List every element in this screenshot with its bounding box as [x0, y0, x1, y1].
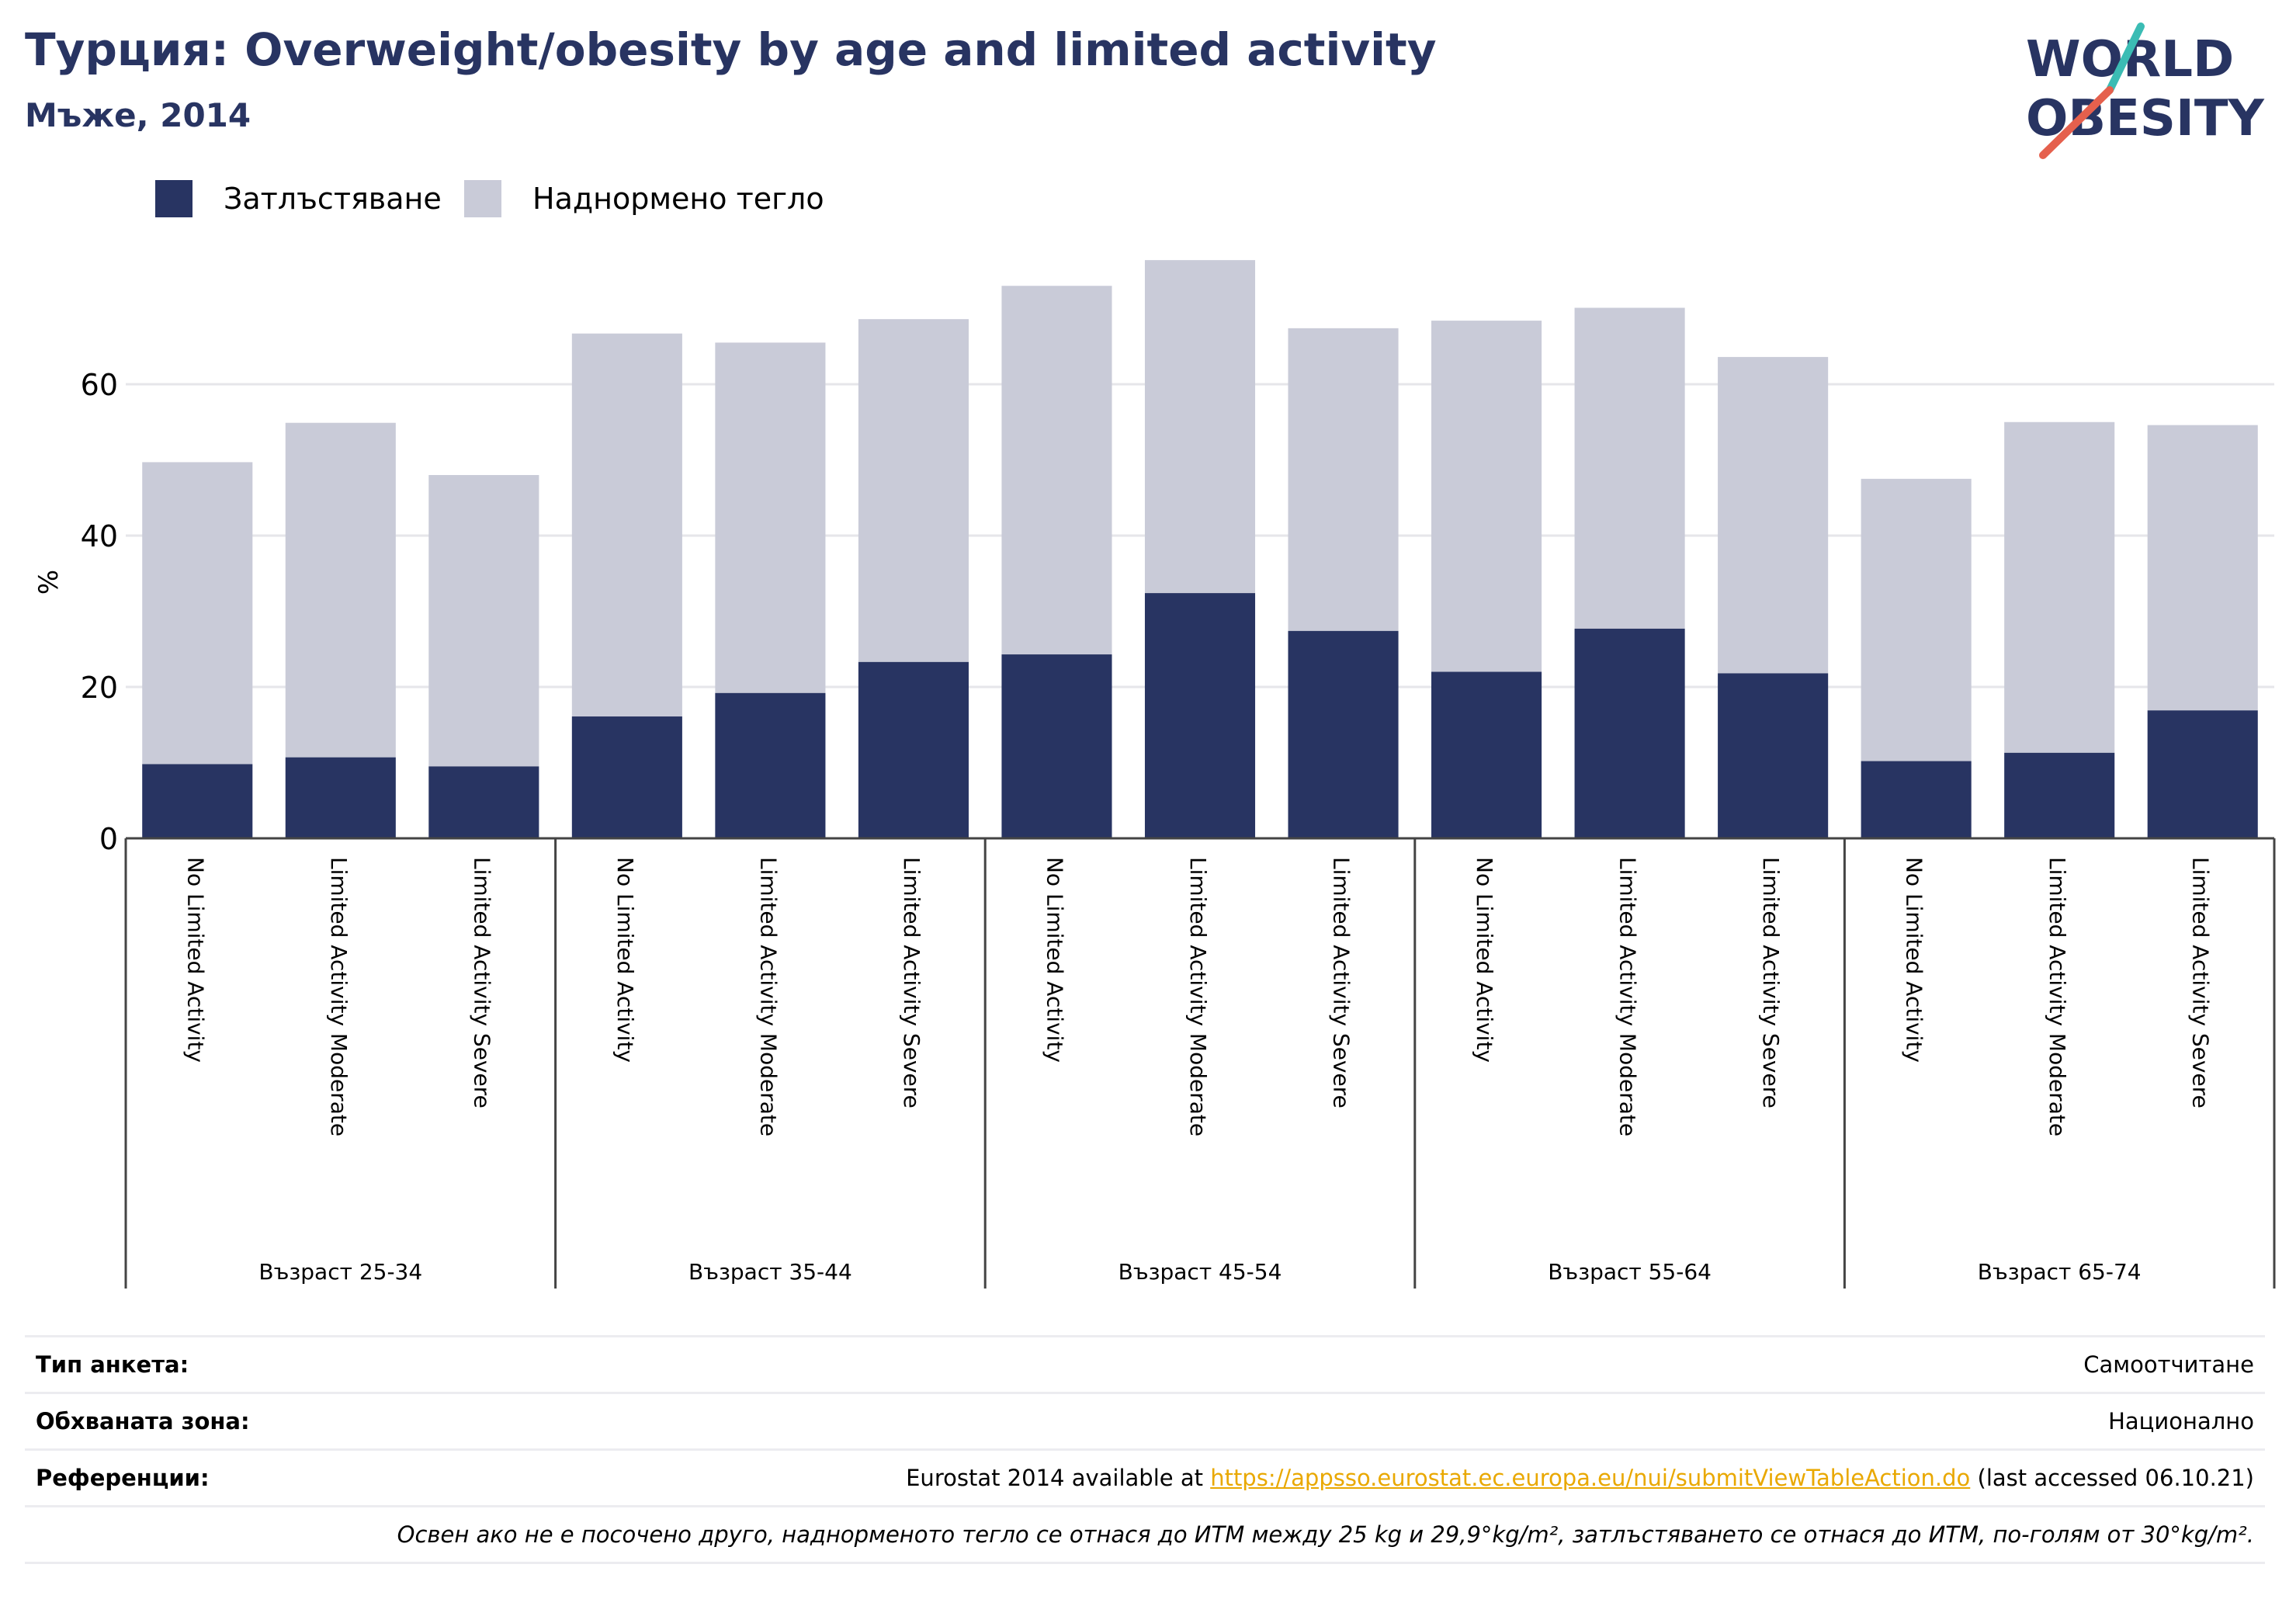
- bar-overweight: [2147, 425, 2258, 711]
- chart-title: Турция: Overweight/obesity by age and li…: [25, 23, 1437, 76]
- y-tick-label: 0: [99, 822, 118, 856]
- bar-overweight: [285, 422, 396, 758]
- y-tick-label: 20: [81, 671, 118, 705]
- bar-obesity: [1288, 630, 1399, 838]
- x-tick-label: Limited Activity Severe: [469, 857, 494, 1108]
- bar-overweight: [1001, 286, 1112, 655]
- bar-overweight: [1144, 260, 1256, 594]
- bar-obesity: [142, 764, 253, 838]
- bar-overweight: [571, 333, 682, 717]
- survey-type-label: Тип анкета:: [36, 1351, 189, 1378]
- bar-obesity: [1001, 654, 1112, 838]
- references-suffix: (last accessed 06.10.21): [1970, 1465, 2255, 1491]
- references-value: Eurostat 2014 available at https://appss…: [906, 1465, 2254, 1491]
- bar-overweight: [1288, 328, 1399, 631]
- x-tick-label: No Limited Activity: [612, 857, 638, 1063]
- group-label: Възраст 25-34: [258, 1259, 422, 1285]
- bar-overweight: [715, 342, 826, 693]
- group-label: Възраст 65-74: [1978, 1259, 2142, 1285]
- x-tick-label: Limited Activity Severe: [1758, 857, 1784, 1108]
- x-tick-label: Limited Activity Moderate: [1185, 857, 1211, 1136]
- x-tick-label: Limited Activity Moderate: [1615, 857, 1641, 1136]
- bar-overweight: [428, 475, 539, 767]
- legend-swatch-overweight: [464, 180, 501, 217]
- bar-obesity: [428, 766, 539, 838]
- coverage-area-value: Национално: [2108, 1408, 2254, 1434]
- logo-slash-teal: [2106, 23, 2145, 94]
- bar-overweight: [1861, 478, 1972, 761]
- x-tick-label: No Limited Activity: [1472, 857, 1497, 1063]
- x-tick-label: No Limited Activity: [1902, 857, 1927, 1063]
- coverage-area-label: Обхваната зона:: [36, 1408, 250, 1434]
- y-tick-label: 60: [81, 368, 118, 402]
- y-axis-label: %: [33, 570, 64, 595]
- legend-label-obesity: Затлъстяване: [224, 182, 442, 216]
- legend-swatch-obesity: [155, 180, 192, 217]
- info-row-note: Освен ако не е посочено друго, наднормен…: [25, 1507, 2265, 1564]
- bar-obesity: [1718, 673, 1829, 838]
- bar-overweight: [1431, 321, 1542, 672]
- x-tick-label: No Limited Activity: [182, 857, 208, 1063]
- info-row-area: Обхваната зона: Национално: [25, 1394, 2265, 1451]
- bar-overweight: [1574, 307, 1685, 629]
- x-tick-label: Limited Activity Severe: [1329, 857, 1354, 1108]
- bar-overweight: [142, 462, 253, 765]
- x-tick-label: Limited Activity Severe: [899, 857, 924, 1108]
- bar-obesity: [858, 661, 969, 838]
- info-row-references: Референции: Eurostat 2014 available at h…: [25, 1451, 2265, 1507]
- x-tick-label: Limited Activity Moderate: [326, 857, 352, 1136]
- bar-obesity: [1431, 671, 1542, 838]
- group-label: Възраст 35-44: [688, 1259, 852, 1285]
- world-obesity-logo: WORLD OBESITY: [2026, 23, 2264, 159]
- references-link[interactable]: https://appsso.eurostat.ec.europa.eu/nui…: [1210, 1465, 1971, 1491]
- group-label: Възраст 55-64: [1548, 1259, 1712, 1285]
- group-label: Възраст 45-54: [1119, 1259, 1282, 1285]
- bar-obesity: [2004, 752, 2115, 838]
- bar-obesity: [571, 716, 682, 838]
- stacked-bar-chart: 0 20 40 60% No Limited Activity Limited Activ…: [33, 260, 2276, 1289]
- references-prefix: Eurostat 2014 available at: [906, 1465, 1211, 1491]
- bar-obesity: [1144, 593, 1256, 838]
- bar-obesity: [285, 757, 396, 838]
- x-tick-label: No Limited Activity: [1042, 857, 1067, 1063]
- info-table: Тип анкета: Самоотчитане Обхваната зона:…: [25, 1335, 2265, 1564]
- survey-type-value: Самоотчитане: [2083, 1351, 2254, 1378]
- bar-overweight: [858, 319, 969, 662]
- x-tick-label: Limited Activity Moderate: [2045, 857, 2070, 1136]
- bar-obesity: [1861, 761, 1972, 838]
- bar-obesity: [715, 692, 826, 838]
- x-tick-label: Limited Activity Severe: [2188, 857, 2214, 1108]
- x-tick-label: Limited Activity Moderate: [755, 857, 781, 1136]
- chart-subtitle: Мъже, 2014: [25, 96, 251, 134]
- bar-overweight: [2004, 421, 2115, 753]
- bar-overweight: [1718, 356, 1829, 674]
- legend-label-overweight: Наднормено тегло: [532, 182, 824, 216]
- y-tick-label: 40: [81, 519, 118, 553]
- definition-note: Освен ако не е посочено друго, наднормен…: [397, 1521, 2254, 1548]
- bar-obesity: [1574, 628, 1685, 838]
- bar-obesity: [2147, 710, 2258, 838]
- references-label: Референции:: [36, 1465, 210, 1491]
- info-row-survey: Тип анкета: Самоотчитане: [25, 1337, 2265, 1394]
- logo-slash-coral: [2039, 86, 2114, 159]
